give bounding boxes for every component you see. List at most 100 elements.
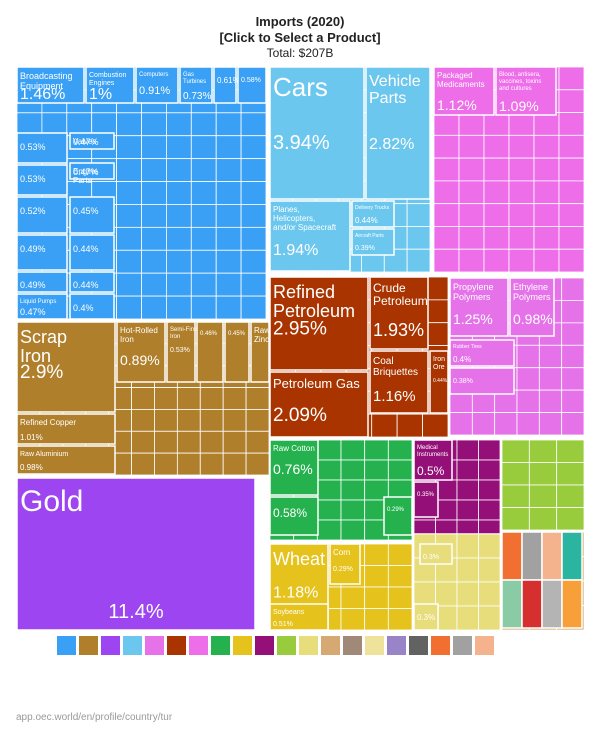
treemap-small-cell[interactable] [215, 158, 242, 182]
legend-swatch[interactable] [145, 636, 164, 655]
treemap-cell[interactable] [116, 321, 166, 383]
legend-swatch[interactable] [255, 636, 274, 655]
treemap-small-cell[interactable] [561, 367, 585, 391]
treemap-small-cell[interactable] [190, 226, 217, 251]
treemap-small-cell[interactable] [556, 439, 585, 463]
treemap-small-cell[interactable] [240, 249, 267, 274]
treemap-cell[interactable] [213, 66, 237, 104]
treemap-small-cell[interactable] [561, 412, 585, 436]
treemap-small-cell[interactable] [456, 479, 479, 501]
treemap-small-cell[interactable] [245, 387, 270, 410]
treemap-cell[interactable] [449, 277, 509, 337]
treemap-small-cell[interactable] [387, 543, 413, 566]
treemap-cell[interactable] [16, 271, 68, 293]
treemap-small-cell[interactable] [240, 226, 267, 251]
treemap-small-cell[interactable] [508, 203, 535, 227]
treemap-small-cell[interactable] [561, 389, 585, 413]
treemap-small-cell[interactable] [458, 157, 485, 182]
treemap-cell[interactable] [224, 321, 250, 383]
treemap-small-cell[interactable] [508, 180, 535, 205]
treemap-small-cell[interactable] [190, 272, 217, 297]
treemap-small-cell[interactable] [141, 272, 167, 297]
treemap-cell[interactable] [16, 445, 116, 475]
treemap-cell[interactable] [413, 603, 439, 631]
treemap-small-cell[interactable] [406, 203, 431, 227]
treemap-cell[interactable] [179, 66, 213, 104]
treemap-small-cell[interactable] [245, 430, 270, 454]
treemap-small-cell[interactable] [478, 533, 501, 559]
treemap-cell[interactable] [329, 543, 361, 585]
treemap-small-cell[interactable] [222, 409, 247, 432]
treemap-small-cell[interactable] [340, 439, 366, 461]
treemap-small-cell[interactable] [528, 439, 558, 463]
treemap-small-cell[interactable] [245, 452, 270, 476]
treemap-small-cell[interactable] [558, 134, 585, 159]
treemap-small-cell[interactable] [116, 226, 142, 251]
treemap-small-cell[interactable] [433, 112, 460, 136]
legend-swatch[interactable] [431, 636, 450, 655]
treemap-small-cell[interactable] [533, 157, 560, 182]
treemap-small-cell[interactable] [190, 181, 217, 205]
treemap-small-cell[interactable] [190, 158, 217, 182]
select-product-link[interactable]: [Click to Select a Product] [219, 30, 381, 45]
treemap-small-cell[interactable] [240, 272, 267, 297]
treemap-small-cell[interactable] [456, 557, 479, 583]
legend-swatch[interactable] [211, 636, 230, 655]
treemap-small-cell[interactable] [199, 387, 224, 410]
treemap-cell[interactable] [269, 276, 369, 371]
treemap-small-cell[interactable] [478, 459, 501, 481]
treemap-small-cell[interactable] [422, 413, 449, 438]
treemap-cell[interactable] [413, 439, 453, 481]
treemap-small-cell[interactable] [483, 226, 510, 250]
treemap-small-cell[interactable] [458, 134, 485, 159]
treemap-small-cell[interactable] [458, 248, 485, 273]
treemap-small-cell[interactable] [538, 367, 563, 391]
treemap-small-cell[interactable] [165, 249, 192, 274]
treemap-cell[interactable] [269, 371, 369, 438]
treemap-small-cell[interactable] [364, 543, 389, 566]
treemap-cell[interactable] [16, 164, 68, 196]
treemap-small-cell[interactable] [456, 459, 479, 481]
treemap-small-cell[interactable] [116, 272, 142, 297]
treemap-small-cell[interactable] [528, 484, 558, 508]
treemap-small-cell[interactable] [561, 277, 585, 301]
treemap-small-cell[interactable] [501, 462, 530, 486]
treemap-small-cell[interactable] [433, 134, 460, 159]
treemap-small-cell[interactable] [141, 158, 167, 182]
treemap-small-cell[interactable] [433, 180, 460, 205]
treemap-small-cell[interactable] [364, 565, 389, 588]
treemap-small-cell[interactable] [558, 112, 585, 136]
treemap-small-cell[interactable] [508, 226, 535, 250]
treemap-small-cell[interactable] [558, 180, 585, 205]
legend-swatch[interactable] [365, 636, 384, 655]
treemap-small-cell[interactable] [340, 608, 366, 631]
treemap-small-cell[interactable] [558, 226, 585, 250]
treemap-small-cell[interactable] [538, 389, 563, 413]
treemap-small-cell[interactable] [483, 134, 510, 159]
treemap-cell[interactable] [237, 66, 267, 104]
treemap-small-cell[interactable] [240, 204, 267, 228]
treemap-small-cell[interactable] [508, 248, 535, 273]
treemap-cell[interactable] [369, 350, 429, 414]
treemap-small-cell[interactable] [406, 226, 431, 250]
treemap-small-cell[interactable] [190, 112, 217, 137]
treemap-small-cell[interactable] [131, 430, 155, 454]
treemap-small-cell[interactable] [165, 158, 192, 182]
treemap-small-cell[interactable] [483, 248, 510, 273]
legend-swatch[interactable] [189, 636, 208, 655]
treemap-small-cell[interactable] [154, 409, 178, 432]
legend-swatch[interactable] [409, 636, 428, 655]
treemap-cell[interactable] [449, 339, 515, 367]
treemap-small-cell[interactable] [215, 135, 242, 160]
treemap-small-cell[interactable] [165, 135, 192, 160]
treemap-small-cell[interactable] [245, 409, 270, 432]
treemap-cell[interactable] [269, 66, 365, 200]
treemap-small-cell[interactable] [558, 157, 585, 182]
treemap-cell[interactable] [383, 496, 413, 536]
treemap-small-cell[interactable] [364, 459, 389, 481]
treemap-small-cell[interactable] [478, 439, 501, 461]
treemap-small-cell[interactable] [396, 413, 423, 438]
treemap-small-cell[interactable] [165, 204, 192, 228]
treemap-small-cell[interactable] [240, 295, 267, 320]
treemap-small-cell[interactable] [541, 531, 563, 581]
